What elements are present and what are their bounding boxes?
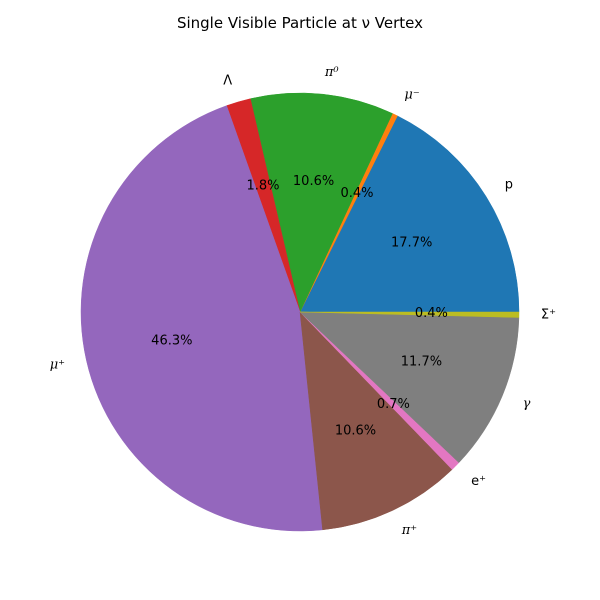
slice-percent-label: 46.3% (151, 334, 192, 349)
slice-percent-label: 11.7% (401, 355, 442, 370)
slice-label: μ⁻ (404, 87, 419, 102)
slice-label: p (505, 178, 513, 193)
slice-label: μ⁺ (50, 358, 65, 373)
slice-percent-label: 0.4% (415, 306, 448, 321)
slice-percent-label: 10.6% (293, 174, 334, 189)
chart-title: Single Visible Particle at ν Vertex (177, 14, 423, 32)
pie-slices (80, 92, 520, 532)
pie-slice (299, 311, 520, 318)
slice-percent-label: 1.8% (247, 178, 280, 193)
slice-label: Λ (223, 73, 232, 88)
slice-label: γ (523, 397, 531, 412)
slice-label: e⁺ (471, 474, 486, 489)
pie-slice (299, 311, 453, 531)
slice-label: π⁺ (401, 523, 417, 538)
slice-percent-label: 10.6% (335, 424, 376, 439)
slice-percent-label: 0.7% (377, 397, 410, 412)
slice-label: Σ⁺ (541, 308, 556, 323)
pie-labels: p 17.7% μ⁻ 0.4% π⁰ 10.6% Λ 1.8% μ⁺ 46.3% π⁺ 10.6% e⁺… (50, 65, 556, 538)
pie-slice (299, 115, 520, 313)
pie-slice (250, 92, 393, 313)
slice-label: π⁰ (324, 65, 340, 80)
slice-percent-label: 0.4% (340, 186, 373, 201)
slice-percent-label: 17.7% (391, 235, 432, 250)
pie-slice (80, 105, 323, 532)
pie-slice (299, 311, 520, 464)
